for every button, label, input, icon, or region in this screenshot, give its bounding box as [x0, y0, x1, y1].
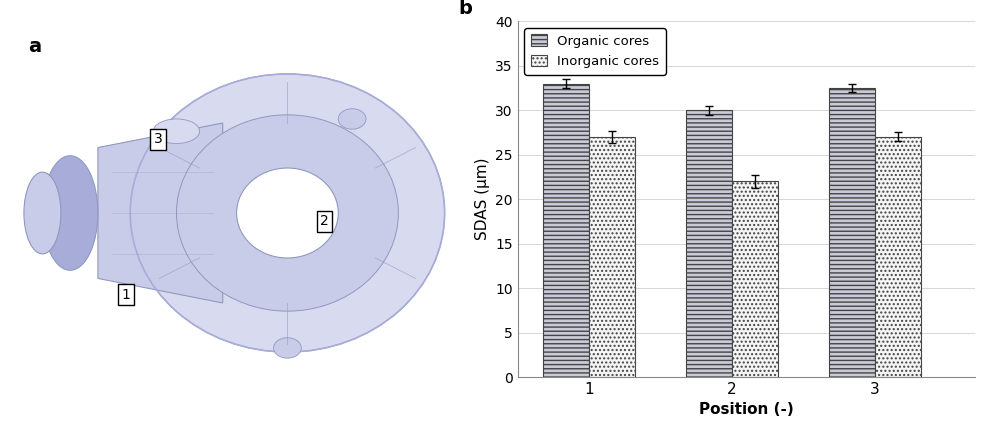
Ellipse shape: [24, 172, 61, 254]
Text: 3: 3: [154, 132, 163, 147]
Circle shape: [177, 115, 398, 311]
Legend: Organic cores, Inorganic cores: Organic cores, Inorganic cores: [525, 28, 665, 75]
Bar: [544, 83, 589, 377]
Text: b: b: [458, 0, 472, 18]
Circle shape: [236, 168, 339, 258]
Ellipse shape: [42, 156, 97, 270]
Ellipse shape: [273, 338, 302, 358]
Bar: [686, 110, 732, 377]
Bar: [829, 88, 874, 377]
Circle shape: [131, 74, 444, 352]
Bar: [589, 137, 635, 377]
Ellipse shape: [339, 109, 366, 129]
Text: 1: 1: [122, 288, 130, 302]
Ellipse shape: [154, 119, 200, 144]
Text: 2: 2: [320, 214, 329, 228]
Bar: [732, 181, 778, 377]
Polygon shape: [97, 123, 223, 303]
Y-axis label: SDAS (μm): SDAS (μm): [474, 158, 489, 240]
Bar: [874, 137, 921, 377]
X-axis label: Position (-): Position (-): [698, 403, 794, 417]
Text: a: a: [28, 37, 41, 56]
